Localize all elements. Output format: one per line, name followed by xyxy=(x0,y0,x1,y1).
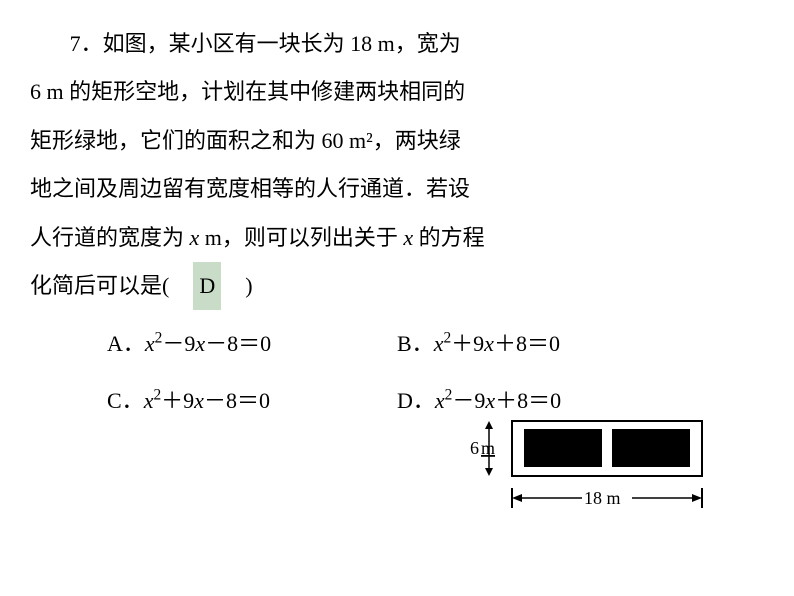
options-block: A．x2－9x－8＝0 B．x2＋9x＋8＝0 C．x2＋9x－8＝0 D．x2… xyxy=(30,320,764,425)
question-line1: 7．如图，某小区有一块长为 18 m，宽为 xyxy=(30,20,764,68)
height-label-m: m xyxy=(481,438,495,458)
option-b: B．x2＋9x＋8＝0 xyxy=(397,320,687,368)
width-arrow-left xyxy=(512,494,522,502)
question-number: 7． xyxy=(70,31,103,56)
width-label: 18 m xyxy=(584,488,621,508)
width-arrow-right xyxy=(692,494,702,502)
option-a: A．x2－9x－8＝0 xyxy=(107,320,397,368)
option-row-1: A．x2－9x－8＝0 B．x2＋9x＋8＝0 xyxy=(107,320,764,368)
green-block-1 xyxy=(524,429,602,467)
answer-highlight: D xyxy=(193,262,221,310)
green-block-2 xyxy=(612,429,690,467)
question-line5: 人行道的宽度为 x m，则可以列出关于 x 的方程 xyxy=(30,214,764,262)
question-stem: 7．如图，某小区有一块长为 18 m，宽为 6 m 的矩形空地，计划在其中修建两… xyxy=(30,20,764,310)
geometry-diagram: 6 m 18 m xyxy=(464,416,734,536)
height-arrow-down xyxy=(485,468,493,476)
question-line2: 6 m 的矩形空地，计划在其中修建两块相同的 xyxy=(30,68,764,116)
option-c: C．x2＋9x－8＝0 xyxy=(107,377,397,425)
height-arrow-up xyxy=(485,421,493,429)
height-label-6: 6 xyxy=(470,438,479,458)
question-line4: 地之间及周边留有宽度相等的人行通道．若设 xyxy=(30,165,764,213)
question-line3: 矩形绿地，它们的面积之和为 60 m²，两块绿 xyxy=(30,117,764,165)
question-line6: 化简后可以是( D ) xyxy=(30,262,764,310)
